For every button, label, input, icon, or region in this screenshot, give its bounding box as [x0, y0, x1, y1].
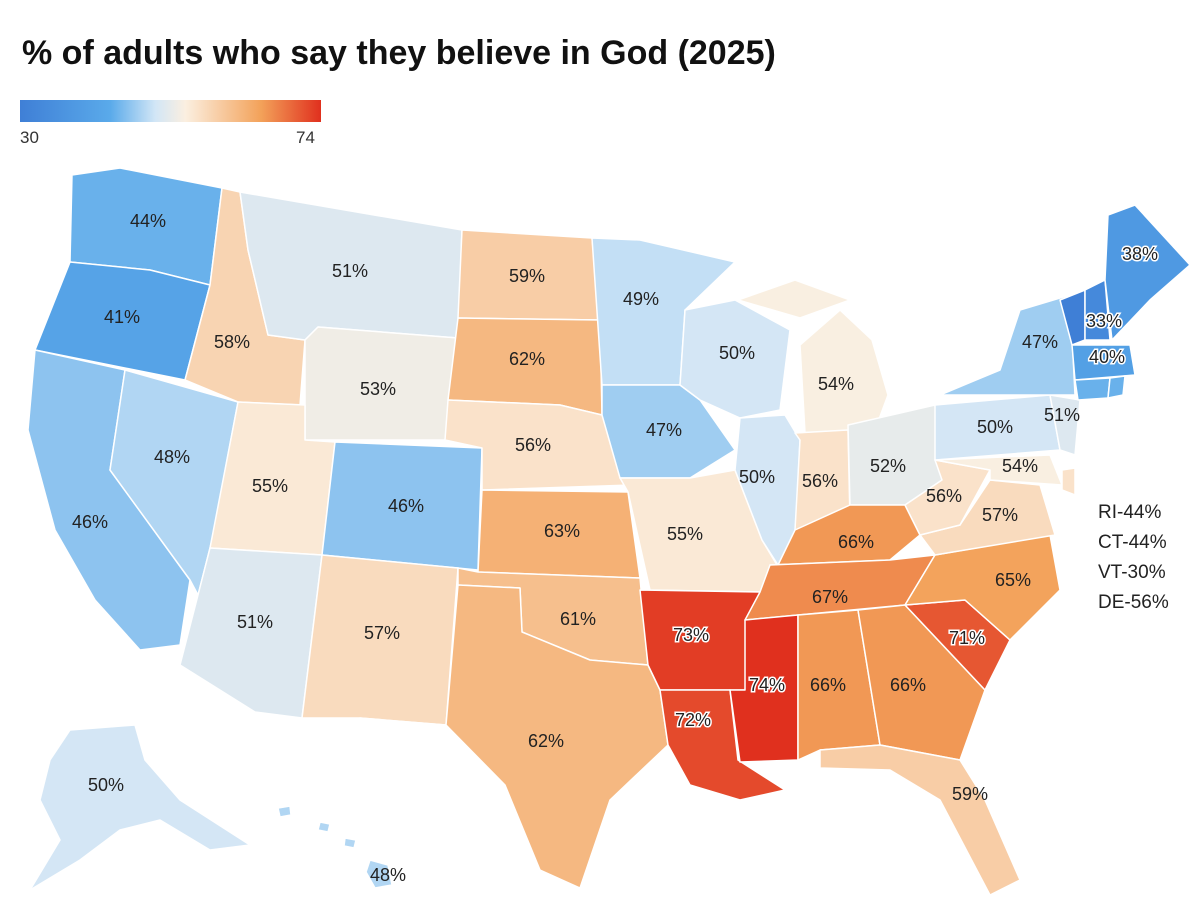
- state-me[interactable]: [1104, 204, 1191, 341]
- state-fl[interactable]: [819, 744, 1021, 896]
- state-value-label-ga: 66%: [890, 675, 926, 695]
- state-value-label-ca: 46%: [72, 512, 108, 532]
- state-value-label-ar: 73%: [673, 625, 709, 645]
- state-ak[interactable]: [29, 724, 251, 891]
- legend-max-label: 74: [296, 128, 315, 147]
- state-value-label-nm: 57%: [364, 623, 400, 643]
- state-value-label-nv: 48%: [154, 447, 190, 467]
- state-value-label-az: 51%: [237, 612, 273, 632]
- state-value-label-nh: 33%: [1086, 311, 1122, 331]
- state-value-label-nj: 51%: [1044, 405, 1080, 425]
- small-state-note-ri: RI-44%: [1098, 502, 1162, 523]
- state-value-label-fl: 59%: [952, 784, 988, 804]
- state-ny[interactable]: [939, 294, 1076, 396]
- state-de[interactable]: [1061, 467, 1076, 496]
- state-value-label-va: 57%: [982, 505, 1018, 525]
- state-value-label-ny: 47%: [1022, 332, 1058, 352]
- map-title: % of adults who say they believe in God …: [22, 34, 776, 72]
- state-value-label-ks: 63%: [544, 521, 580, 541]
- state-value-label-tx: 62%: [528, 731, 564, 751]
- state-value-label-id: 58%: [214, 332, 250, 352]
- state-value-label-ak: 50%: [88, 775, 124, 795]
- state-nj[interactable]: [1049, 394, 1081, 456]
- state-value-label-ky: 66%: [838, 532, 874, 552]
- state-value-label-ut: 55%: [252, 476, 288, 496]
- state-value-label-pa: 50%: [977, 417, 1013, 437]
- state-value-label-ma: 40%: [1089, 347, 1125, 367]
- state-nh[interactable]: [1084, 279, 1111, 341]
- state-value-label-nd: 59%: [509, 266, 545, 286]
- state-value-label-mi: 54%: [818, 374, 854, 394]
- state-value-label-md: 54%: [1002, 456, 1038, 476]
- state-value-label-wa: 44%: [130, 211, 166, 231]
- state-ct[interactable]: [1074, 377, 1111, 401]
- state-value-label-or: 41%: [104, 307, 140, 327]
- state-value-label-in: 56%: [802, 471, 838, 491]
- state-value-label-ok: 61%: [560, 609, 596, 629]
- state-value-label-nc: 65%: [995, 570, 1031, 590]
- state-value-label-al: 66%: [810, 675, 846, 695]
- state-value-label-ne: 56%: [515, 435, 551, 455]
- state-value-label-sc: 71%: [949, 628, 985, 648]
- state-value-label-me: 38%: [1122, 244, 1158, 264]
- state-value-label-mt: 51%: [332, 261, 368, 281]
- state-value-label-wv: 56%: [926, 486, 962, 506]
- state-value-label-oh: 52%: [870, 456, 906, 476]
- state-hi[interactable]: [277, 805, 393, 889]
- state-value-label-tn: 67%: [812, 587, 848, 607]
- state-value-label-hi: 48%: [370, 865, 406, 885]
- state-value-label-sd: 62%: [509, 349, 545, 369]
- legend-color-bar: [20, 100, 321, 122]
- state-value-label-ia: 47%: [646, 420, 682, 440]
- state-value-label-mo: 55%: [667, 524, 703, 544]
- state-wi[interactable]: [679, 299, 791, 419]
- state-value-label-co: 46%: [388, 496, 424, 516]
- small-state-note-de: DE-56%: [1098, 592, 1169, 613]
- state-ne[interactable]: [444, 399, 633, 491]
- state-value-label-wy: 53%: [360, 379, 396, 399]
- state-tx[interactable]: [359, 584, 669, 889]
- state-md[interactable]: [934, 454, 1063, 486]
- state-ri[interactable]: [1107, 375, 1126, 399]
- state-ma[interactable]: [1071, 344, 1136, 381]
- state-ga[interactable]: [857, 604, 986, 761]
- state-value-label-mn: 49%: [623, 289, 659, 309]
- small-state-note-ct: CT-44%: [1098, 532, 1167, 553]
- state-wy[interactable]: [304, 326, 459, 441]
- state-value-label-ms: 74%: [749, 675, 785, 695]
- small-state-note-vt: VT-30%: [1098, 562, 1166, 583]
- state-value-label-il: 50%: [739, 467, 775, 487]
- state-value-label-la: 72%: [675, 710, 711, 730]
- state-value-label-wi: 50%: [719, 343, 755, 363]
- legend-min-label: 30: [20, 128, 39, 147]
